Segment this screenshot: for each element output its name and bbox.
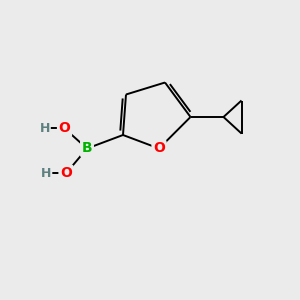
Text: H: H xyxy=(40,122,50,135)
Text: O: O xyxy=(60,167,72,180)
Text: O: O xyxy=(153,142,165,155)
Text: O: O xyxy=(58,122,70,135)
Text: H: H xyxy=(41,167,52,180)
Text: B: B xyxy=(82,142,92,155)
